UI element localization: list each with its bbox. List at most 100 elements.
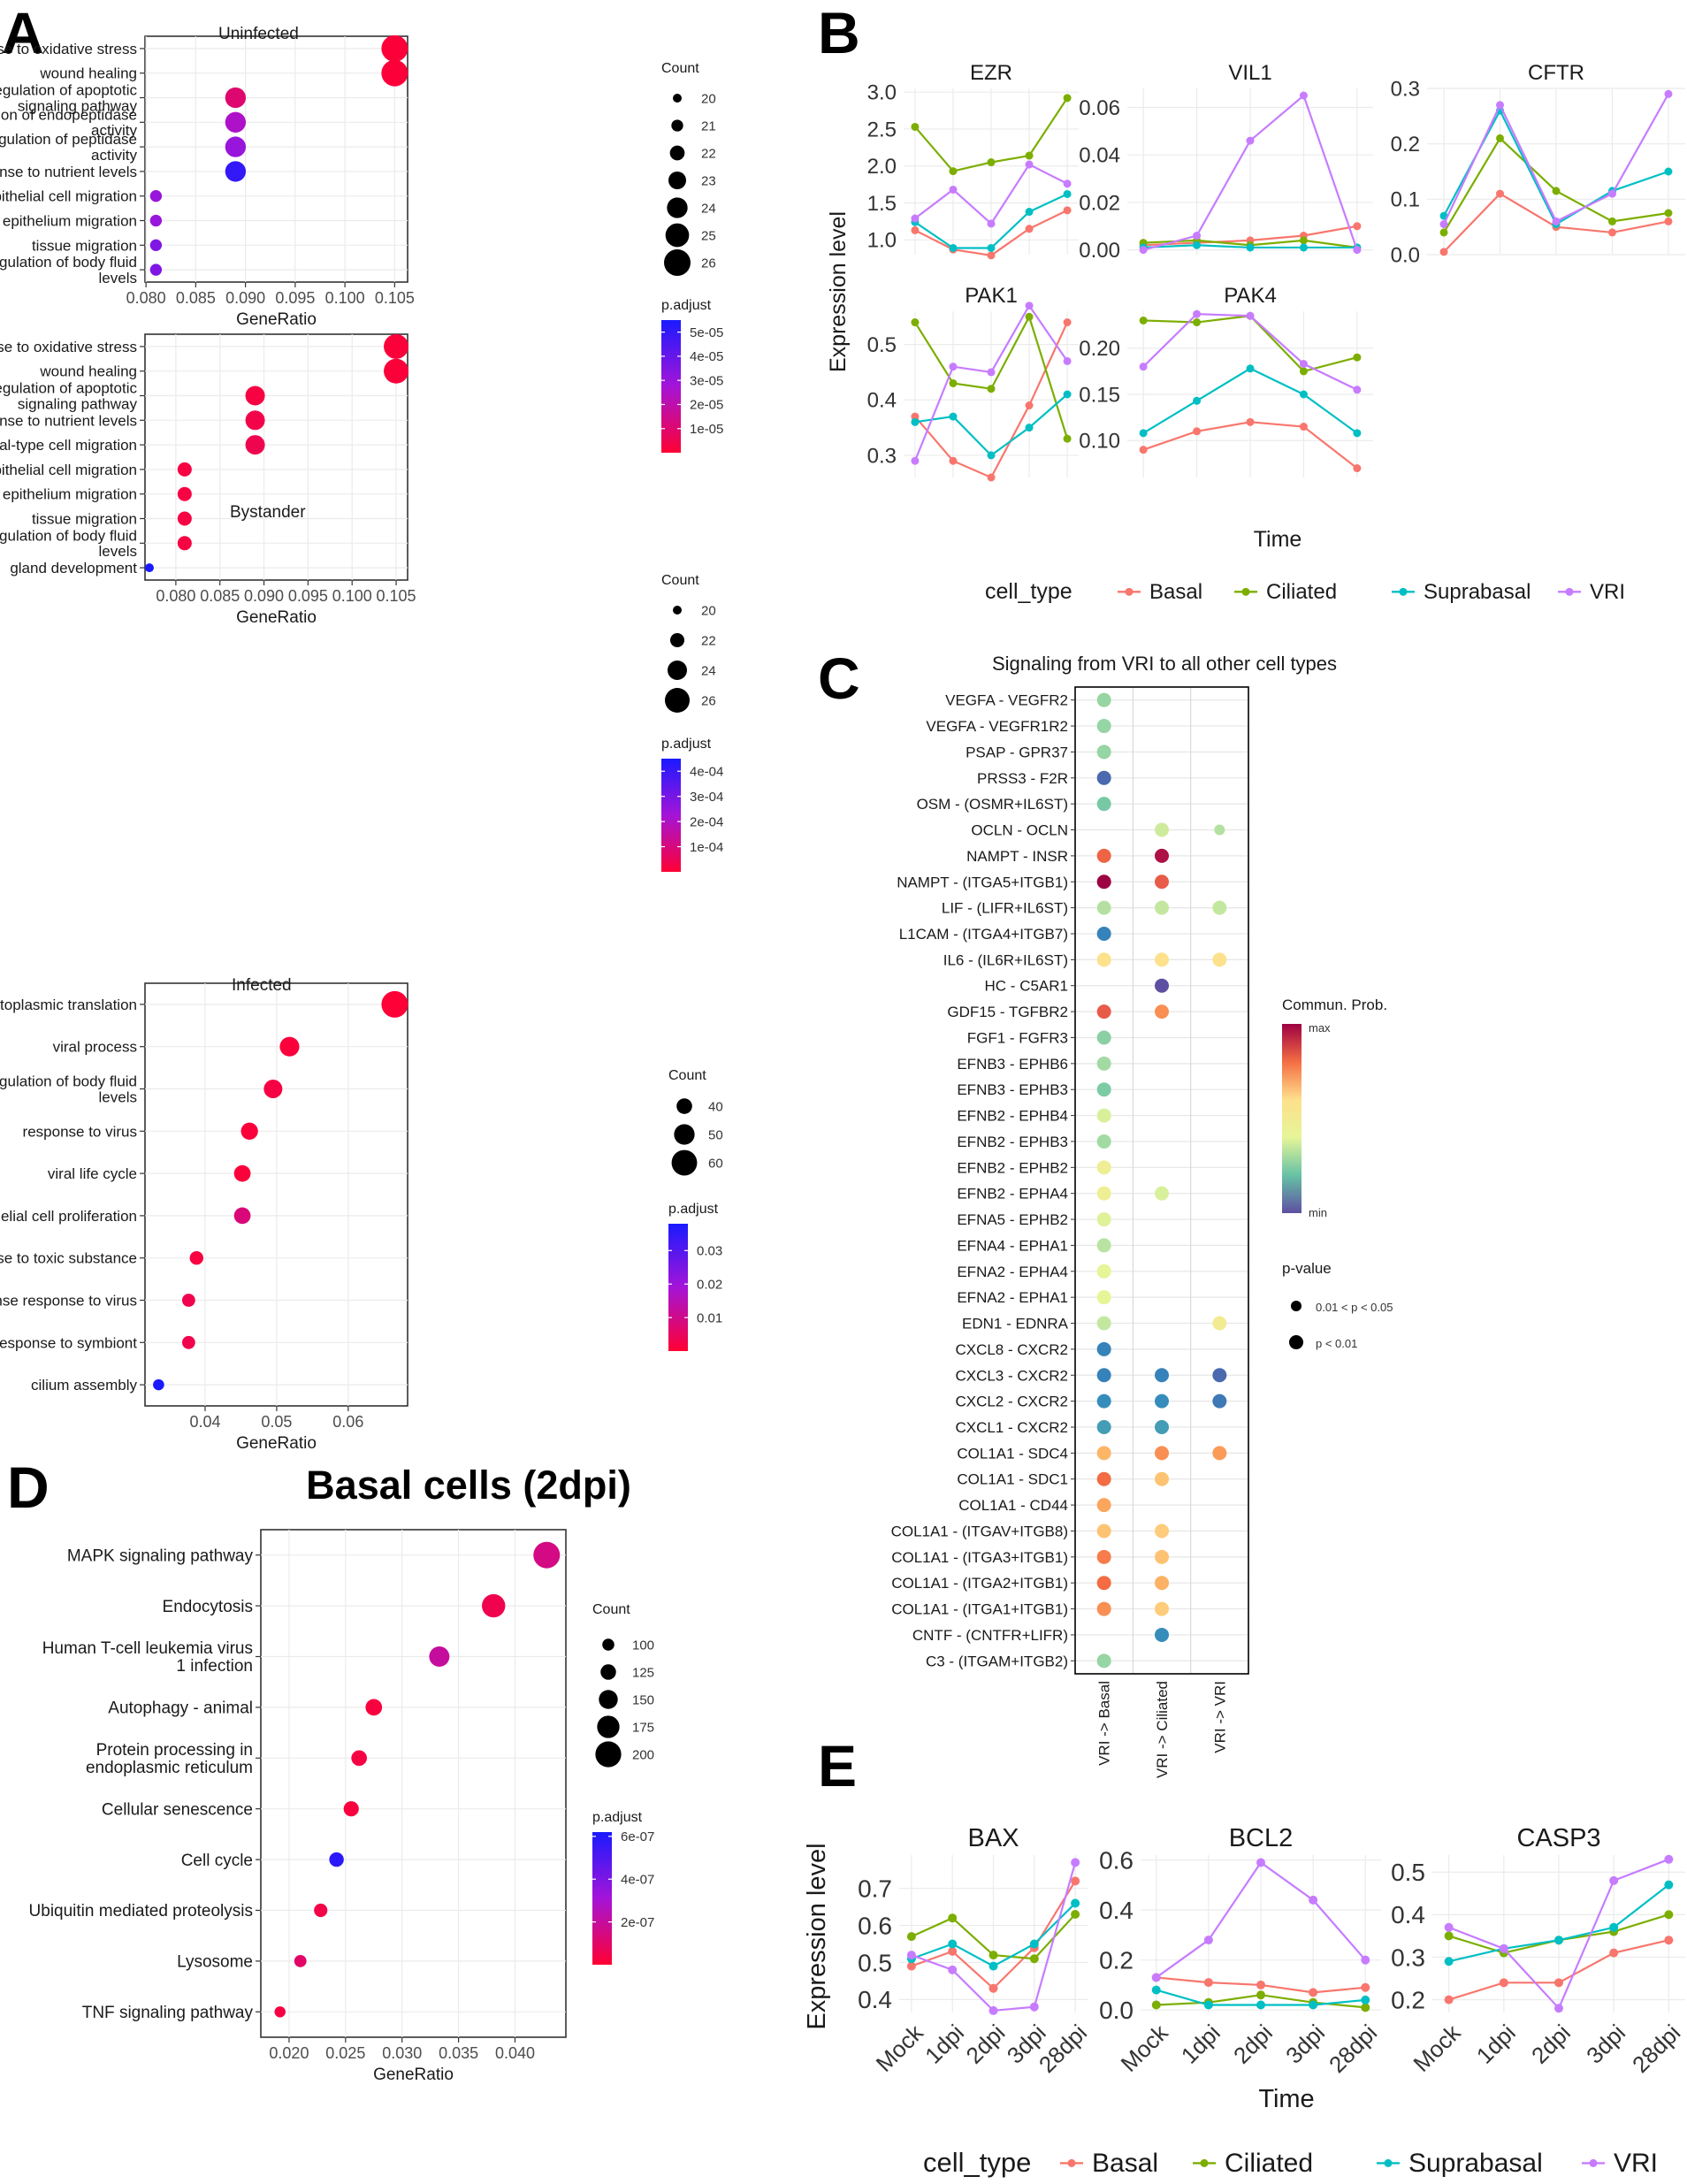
y-tick-label: 0.3: [1391, 1943, 1425, 1971]
padj-legend-title: p.adjust: [592, 1810, 643, 1825]
communication-dot: [1096, 1056, 1111, 1071]
series-point-basal: [1607, 228, 1616, 237]
term-dot: [482, 1593, 506, 1618]
pval-legend-label: p < 0.01: [1316, 1337, 1357, 1350]
communication-dot: [1096, 1420, 1111, 1434]
series-point-vri: [1496, 101, 1505, 110]
series-point-suprabasal: [948, 1939, 958, 1949]
count-legend-label: 22: [701, 146, 716, 161]
pair-label: C3 - (ITGAM+ITGB2): [926, 1653, 1068, 1669]
series-point-ciliated: [949, 378, 958, 387]
count-legend-dot: [670, 633, 684, 647]
series-point-suprabasal: [1151, 1985, 1161, 1995]
x-tick-label: 28dpi: [1324, 2020, 1382, 2078]
padj-legend-label: 1e-04: [690, 840, 723, 855]
term-label: epithelial cell proliferation: [0, 1208, 137, 1225]
plot-border: [1074, 686, 1249, 1675]
communication-dot: [1212, 900, 1227, 915]
series-point-suprabasal: [1664, 1880, 1674, 1890]
series-point-ciliated: [1496, 134, 1505, 142]
series-point-vri: [1299, 360, 1308, 369]
series-point-basal: [1063, 318, 1072, 327]
series-point-suprabasal: [1609, 1922, 1619, 1932]
y-tick-label: 2.5: [867, 118, 897, 141]
y-tick-label: 0.3: [1391, 77, 1420, 101]
communication-dot: [1096, 1394, 1111, 1409]
term-label: wound healing: [39, 65, 137, 82]
count-legend-label: 60: [708, 1156, 723, 1171]
padj-legend-label: 4e-05: [690, 349, 723, 364]
term-dot: [149, 239, 163, 251]
series-point-vri: [1299, 91, 1308, 100]
count-legend-dot: [664, 249, 691, 276]
count-legend-label: 100: [632, 1638, 654, 1653]
plot-border: [144, 35, 408, 283]
x-tick-label: Mock: [871, 2019, 929, 2077]
series-point-suprabasal: [1025, 208, 1034, 217]
series-point-vri: [1025, 302, 1034, 310]
panel-b-cftr: CFTR 0.0 0.1 0.2 0.3: [1391, 61, 1685, 267]
communication-dot: [1155, 1601, 1169, 1616]
communication-dot: [1212, 952, 1227, 967]
series-point-suprabasal: [987, 451, 996, 460]
term-dot: [533, 1541, 561, 1569]
pair-label: CXCL3 - CXCR2: [955, 1367, 1068, 1384]
panel-e-legend: cell_type Basal Ciliated Suprabasal VRI: [923, 2147, 1658, 2178]
panel-letter-b: B: [818, 0, 860, 65]
pair-label: EFNB2 - EPHA4: [957, 1186, 1068, 1203]
legend-label: Suprabasal: [1408, 2149, 1543, 2178]
pair-label: CNTF - (CNTFR+LIFR): [912, 1627, 1068, 1644]
x-tick-label: 0.100: [332, 587, 372, 605]
series-point-vri: [1063, 356, 1072, 365]
x-tick-label: 0.035: [439, 2044, 478, 2062]
legend-label: VRI: [1614, 2149, 1658, 2178]
series-point-basal: [949, 456, 958, 465]
term-label: response to toxic substance: [0, 1250, 137, 1267]
x-tick-label: 0.040: [495, 2044, 535, 2062]
series-point-vri: [989, 2005, 998, 2015]
x-tick-label: 0.05: [261, 1413, 292, 1431]
term-label: activity: [91, 122, 137, 139]
term-label: Lysosome: [177, 1953, 253, 1972]
term-dot: [225, 161, 247, 182]
communication-dot: [1096, 1004, 1111, 1019]
series-point-vri: [1607, 189, 1616, 198]
term-dot: [177, 486, 192, 501]
column-label: VRI -> Basal: [1096, 1681, 1113, 1766]
y-tick-label: 0.0: [1391, 243, 1420, 267]
term-dot: [189, 1251, 203, 1265]
pair-label: OSM - (OSMR+IL6ST): [917, 796, 1068, 813]
panel-c-communication: Signaling from VRI to all other cell typ…: [891, 653, 1393, 1778]
series-point-basal: [1353, 222, 1362, 231]
term-label: response to virus: [23, 1123, 137, 1140]
term-dot: [381, 990, 408, 1018]
x-tick-label: 0.04: [189, 1413, 220, 1431]
communication-dot: [1096, 1134, 1111, 1149]
series-point-ciliated: [1025, 151, 1034, 160]
count-legend-dot: [665, 688, 690, 713]
series-point-ciliated: [1353, 353, 1362, 362]
x-tick-label: 0.090: [244, 587, 284, 605]
padj-legend-title: p.adjust: [661, 298, 712, 313]
y-tick-label: 1.0: [867, 229, 897, 253]
series-point-suprabasal: [1554, 1936, 1563, 1945]
facet-title: BAX: [967, 1824, 1019, 1852]
x-axis-title: GeneRatio: [236, 608, 317, 627]
communication-dot: [1155, 1523, 1169, 1539]
pair-label: NAMPT - (ITGA5+ITGB1): [897, 874, 1068, 890]
communication-dot: [1155, 1627, 1169, 1642]
x-tick-label: 0.025: [325, 2044, 365, 2062]
series-point-ciliated: [1439, 228, 1448, 237]
series-point-vri: [1309, 1895, 1318, 1905]
panel-d-basal-2dpi: 0.020 0.025 0.030 0.035 0.040 GeneRatio MAPK s…: [29, 1462, 655, 2084]
count-legend-label: 20: [701, 603, 716, 618]
term-label: levels: [99, 543, 137, 560]
padj-legend-label: 2e-07: [621, 1915, 654, 1930]
prob-legend-max: max: [1309, 1021, 1331, 1035]
legend-label: Basal: [1092, 2149, 1158, 2178]
term-dot: [384, 358, 409, 384]
term-label: regulation of peptidase: [0, 131, 137, 148]
term-label: epithelium migration: [3, 486, 137, 503]
series-point-ciliated: [911, 318, 920, 327]
